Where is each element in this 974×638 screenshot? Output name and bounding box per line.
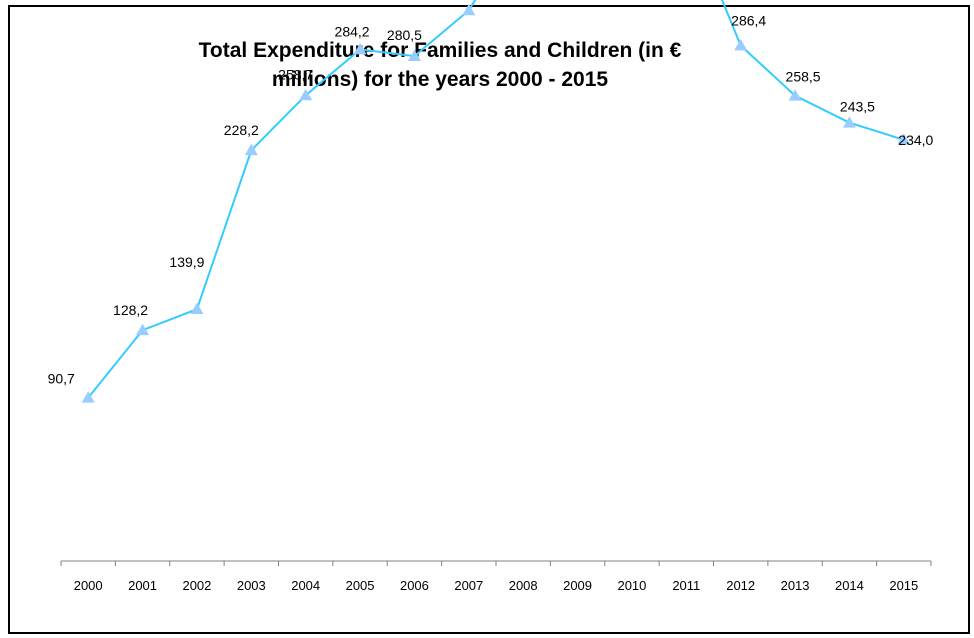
data-label: 258,5: [786, 69, 821, 85]
data-point-marker: [897, 133, 911, 145]
data-point-marker: [353, 42, 367, 55]
chart-title-line-2: millions) for the years 2000 - 2015: [271, 68, 609, 91]
x-tick-label: 2000: [74, 578, 103, 593]
data-label: 243,5: [840, 99, 875, 115]
x-tick-label: 2003: [237, 578, 266, 593]
data-point-marker: [81, 391, 95, 403]
x-tick-label: 2010: [617, 578, 646, 593]
data-point-marker: [136, 323, 150, 336]
series-line: [87, 0, 905, 399]
x-tick-label: 2006: [400, 578, 429, 593]
data-label: 234,0: [898, 132, 933, 148]
data-point-marker: [407, 49, 421, 61]
x-tick-label: 2013: [781, 578, 810, 593]
data-label: 228,2: [224, 122, 259, 138]
data-point-marker: [734, 38, 748, 51]
data-label: 284,2: [335, 23, 370, 39]
data-label: 128,2: [113, 302, 148, 318]
x-tick-label: 2007: [454, 578, 483, 593]
x-tick-label: 2009: [563, 578, 592, 593]
x-tick-label: 2011: [672, 578, 700, 593]
x-tick-label: 2008: [509, 578, 538, 593]
data-point-marker: [842, 116, 856, 128]
data-point-marker: [299, 88, 313, 101]
data-label: 258,7: [278, 66, 313, 82]
data-label: 139,9: [169, 254, 204, 270]
x-tick-label: 2014: [835, 578, 864, 593]
x-tick-label: 2002: [182, 578, 211, 593]
data-point-marker: [788, 89, 802, 101]
data-point-marker: [190, 302, 204, 315]
x-tick-label: 2004: [291, 578, 320, 593]
x-tick-label: 2012: [726, 578, 755, 593]
x-tick-label: 2015: [889, 578, 918, 593]
chart-title-line-1: Total Expenditure for Families and Child…: [198, 39, 682, 62]
data-point-marker: [462, 3, 476, 16]
data-label: 280,5: [387, 27, 422, 43]
data-label: 90,7: [48, 371, 75, 387]
chart-title: Total Expenditure for Families and Child…: [0, 36, 880, 94]
data-point-marker: [244, 143, 258, 156]
data-label: 286,4: [731, 12, 766, 28]
x-tick-label: 2005: [346, 578, 375, 593]
x-tick-label: 2001: [128, 578, 157, 593]
